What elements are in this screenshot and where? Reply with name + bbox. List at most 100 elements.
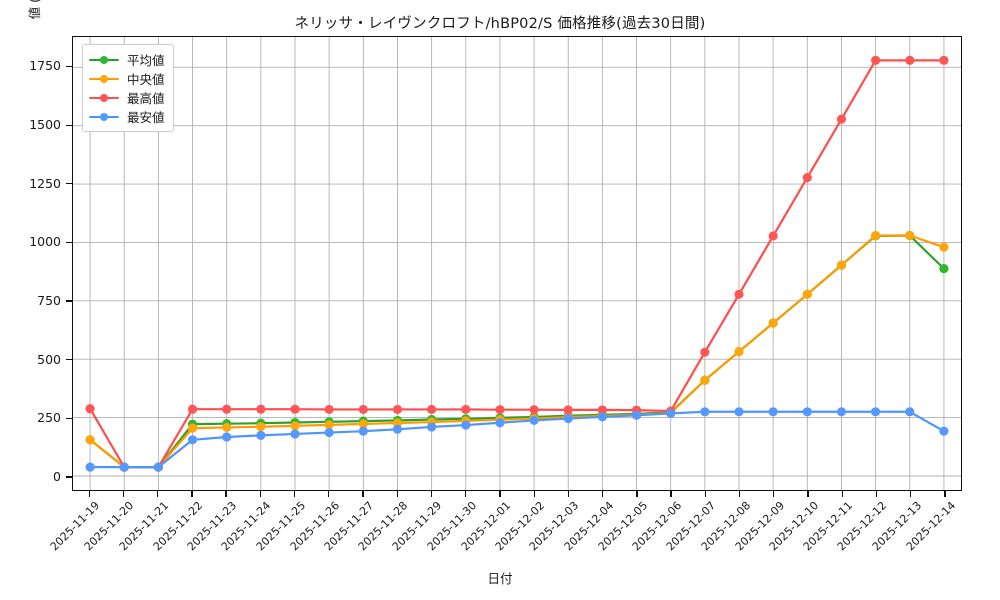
y-tick-mark xyxy=(66,300,72,302)
data-point xyxy=(836,114,847,124)
data-point xyxy=(836,407,847,417)
y-tick-mark xyxy=(66,183,72,185)
data-point xyxy=(802,407,812,417)
legend-marker-icon xyxy=(89,92,119,104)
y-tick-mark xyxy=(66,241,72,244)
series-line xyxy=(88,234,946,469)
x-tick-mark xyxy=(328,491,330,497)
data-point xyxy=(290,404,300,414)
x-tick-mark xyxy=(807,491,809,497)
y-tick-mark xyxy=(66,65,72,68)
series-lines xyxy=(85,55,949,472)
x-tick-mark xyxy=(841,491,843,497)
y-tick-mark xyxy=(66,417,72,419)
x-tick-mark xyxy=(259,491,261,497)
y-tick-label: 1250 xyxy=(29,175,61,191)
y-tick-label: 1000 xyxy=(29,234,61,250)
data-point xyxy=(734,407,744,417)
x-tick-mark xyxy=(122,491,125,497)
legend-marker-icon xyxy=(89,54,119,66)
x-tick-mark xyxy=(601,491,604,497)
data-point xyxy=(836,260,847,270)
data-point xyxy=(905,230,915,241)
x-tick-mark xyxy=(430,491,433,497)
data-point xyxy=(290,429,300,439)
y-tick-mark xyxy=(66,359,72,361)
data-point xyxy=(427,404,437,415)
y-tick-label: 500 xyxy=(37,351,61,367)
y-tick-label: 750 xyxy=(37,293,61,309)
data-point xyxy=(85,462,95,472)
series-line xyxy=(88,59,946,469)
data-point xyxy=(700,375,710,385)
data-point xyxy=(392,404,403,415)
y-axis-label: 値 (円) xyxy=(27,0,42,20)
x-tick-mark xyxy=(156,491,159,497)
data-point xyxy=(290,421,300,431)
data-point xyxy=(768,318,778,328)
data-point xyxy=(358,419,368,429)
y-tick-label: 0 xyxy=(53,468,61,484)
data-point xyxy=(563,405,573,415)
legend-item[interactable]: 中央値 xyxy=(89,69,165,88)
data-point xyxy=(222,432,232,442)
legend-label: 最高値 xyxy=(127,91,165,106)
data-point xyxy=(597,405,607,415)
data-point xyxy=(153,462,163,472)
data-point xyxy=(563,413,573,424)
x-tick-mark xyxy=(875,491,878,497)
data-point xyxy=(905,407,915,417)
data-point xyxy=(85,435,95,445)
page-title: ネリッサ・レイヴンクロフト/hBP02/S 価格推移(過去30日間) xyxy=(294,16,706,32)
data-point xyxy=(734,289,744,299)
data-point xyxy=(461,420,471,430)
data-point xyxy=(256,430,266,440)
data-point xyxy=(871,230,881,241)
x-tick-mark xyxy=(636,491,638,497)
data-point xyxy=(597,412,607,422)
data-point xyxy=(392,418,403,428)
x-tick-mark xyxy=(944,491,946,497)
data-point xyxy=(358,404,368,415)
data-point xyxy=(461,404,471,415)
y-tick-label: 250 xyxy=(37,410,61,426)
data-point xyxy=(324,420,334,430)
x-tick-mark xyxy=(88,491,90,497)
data-point xyxy=(939,264,949,274)
legend-label: 平均値 xyxy=(127,53,165,68)
data-point xyxy=(939,426,949,436)
data-point xyxy=(529,405,539,415)
data-point xyxy=(871,407,881,417)
data-point xyxy=(700,347,710,357)
x-tick-mark xyxy=(396,491,398,497)
x-tick-mark xyxy=(499,491,501,497)
data-point xyxy=(256,404,266,414)
data-point xyxy=(256,422,266,432)
legend-marker-icon xyxy=(89,111,119,123)
data-point xyxy=(324,427,334,438)
x-tick-mark xyxy=(567,491,570,497)
plot-area xyxy=(72,36,962,491)
legend: 平均値 中央値最高値 最安値 xyxy=(82,44,174,132)
series-line xyxy=(88,234,946,469)
data-point xyxy=(939,55,949,65)
data-point xyxy=(495,405,505,415)
legend-item[interactable]: 最安値 xyxy=(89,107,165,126)
data-point xyxy=(700,407,710,417)
data-point xyxy=(85,404,95,414)
data-point xyxy=(802,289,812,299)
x-tick-mark xyxy=(773,491,775,497)
legend-item[interactable]: 平均値 xyxy=(89,50,165,69)
legend-marker-icon xyxy=(89,73,119,85)
data-point xyxy=(358,426,368,436)
data-point xyxy=(734,346,744,357)
data-point xyxy=(802,172,812,183)
data-point xyxy=(631,410,642,420)
y-tick-label: 1500 xyxy=(29,117,61,133)
legend-item[interactable]: 最高値 xyxy=(89,88,165,107)
x-axis-label: 日付 xyxy=(487,571,513,586)
data-point xyxy=(187,423,198,433)
y-tick-mark xyxy=(66,476,72,478)
y-tick-mark xyxy=(66,124,72,126)
